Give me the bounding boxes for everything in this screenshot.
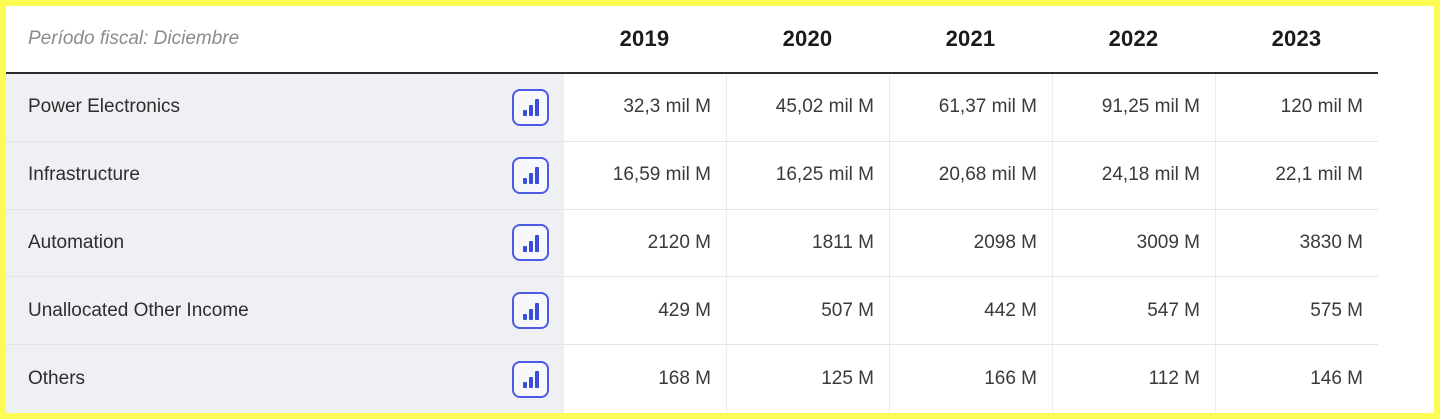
value-cell: 16,25 mil M	[726, 141, 889, 210]
value-cell: 61,37 mil M	[889, 74, 1052, 142]
value-cell: 146 M	[1215, 345, 1378, 413]
value-cell: 22,1 mil M	[1215, 141, 1378, 210]
bar-chart-icon	[522, 234, 539, 252]
value-cell: 20,68 mil M	[889, 141, 1052, 210]
value-cell: 125 M	[726, 345, 889, 413]
bar-chart-icon	[522, 98, 539, 117]
value-cell: 91,25 mil M	[1052, 74, 1215, 142]
table-row-automation: Automation 2120 M 1811 M 2098 M 3009 M 3…	[6, 209, 1434, 278]
fiscal-period-label: Período fiscal: Diciembre	[6, 6, 563, 74]
value-cell: 16,59 mil M	[563, 141, 726, 210]
row-label: Infrastructure	[28, 164, 140, 186]
open-chart-button[interactable]	[512, 224, 549, 262]
year-header-2020: 2020	[726, 6, 889, 74]
open-chart-button[interactable]	[512, 88, 549, 126]
bar-chart-icon	[522, 370, 539, 389]
row-spacer	[1378, 141, 1434, 210]
row-label-cell: Automation	[6, 209, 563, 278]
table-row-others: Others 168 M 125 M 166 M 112 M 146 M	[6, 345, 1434, 413]
row-label: Unallocated Other Income	[28, 299, 249, 321]
value-cell: 1811 M	[726, 209, 889, 278]
value-cell: 45,02 mil M	[726, 74, 889, 142]
row-label-cell: Others	[6, 345, 563, 413]
row-spacer	[1378, 209, 1434, 278]
row-spacer	[1378, 277, 1434, 346]
row-label-cell: Power Electronics	[6, 74, 563, 142]
row-label-cell: Unallocated Other Income	[6, 277, 563, 346]
row-label: Automation	[28, 231, 125, 253]
value-cell: 112 M	[1052, 345, 1215, 413]
year-header-2021: 2021	[889, 6, 1052, 74]
open-chart-button[interactable]	[512, 292, 549, 330]
value-cell: 166 M	[889, 345, 1052, 413]
value-cell: 547 M	[1052, 277, 1215, 346]
bar-chart-icon	[522, 302, 539, 320]
table-row-infrastructure: Infrastructure 16,59 mil M 16,25 mil M 2…	[6, 141, 1434, 210]
value-cell: 429 M	[563, 277, 726, 346]
value-cell: 442 M	[889, 277, 1052, 346]
value-cell: 507 M	[726, 277, 889, 346]
table-row-unallocated-other-income: Unallocated Other Income 429 M 507 M 442…	[6, 277, 1434, 346]
value-cell: 2120 M	[563, 209, 726, 278]
value-cell: 2098 M	[889, 209, 1052, 278]
row-label: Power Electronics	[28, 96, 181, 118]
value-cell: 32,3 mil M	[563, 74, 726, 142]
row-label-cell: Infrastructure	[6, 141, 563, 210]
open-chart-button[interactable]	[512, 156, 549, 194]
value-cell: 168 M	[563, 345, 726, 413]
header-spacer	[1378, 6, 1434, 74]
value-cell: 3009 M	[1052, 209, 1215, 278]
row-spacer	[1378, 74, 1434, 142]
year-header-2019: 2019	[563, 6, 726, 74]
bar-chart-icon	[522, 166, 539, 185]
value-cell: 575 M	[1215, 277, 1378, 346]
value-cell: 24,18 mil M	[1052, 141, 1215, 210]
table-row-power-electronics: Power Electronics 32,3 mil M 45,02 mil M…	[6, 74, 1434, 142]
year-header-2023: 2023	[1215, 6, 1378, 74]
row-spacer	[1378, 345, 1434, 413]
table-header-row: Período fiscal: Diciembre 2019 2020 2021…	[6, 6, 1434, 74]
row-label: Others	[28, 368, 86, 390]
value-cell: 3830 M	[1215, 209, 1378, 278]
value-cell: 120 mil M	[1215, 74, 1378, 142]
open-chart-button[interactable]	[512, 360, 549, 398]
year-header-2022: 2022	[1052, 6, 1215, 74]
